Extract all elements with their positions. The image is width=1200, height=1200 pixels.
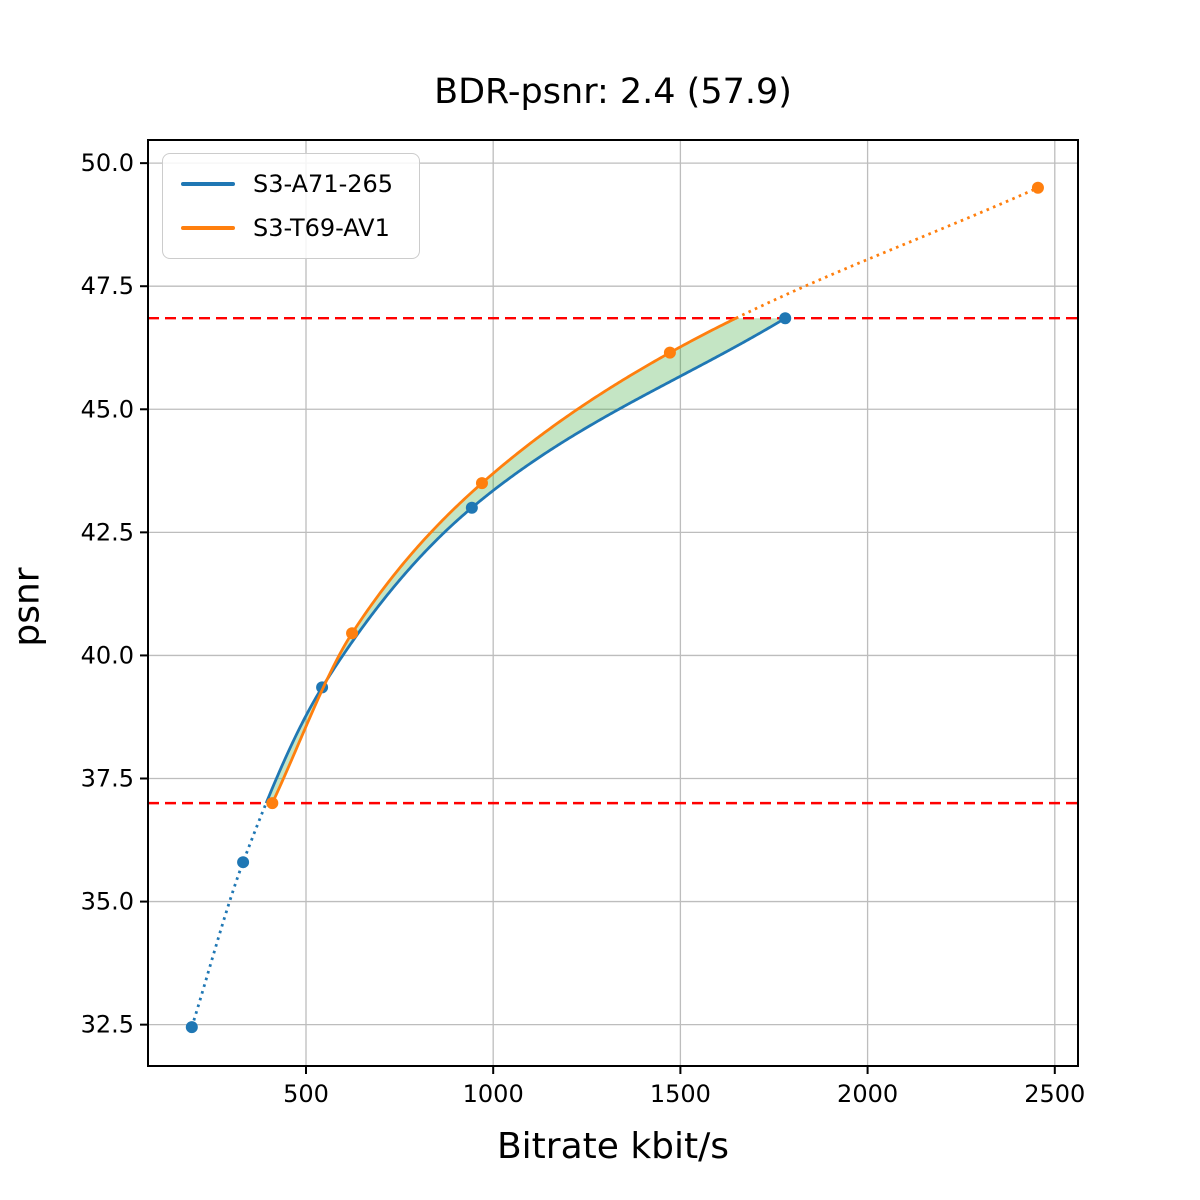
series-curve-solid — [264, 317, 786, 804]
legend-item-series-2: S3-T69-AV1 — [181, 214, 393, 242]
y-tick-label: 40.0 — [81, 641, 134, 669]
data-point-marker — [237, 856, 250, 869]
legend: S3-A71-265 S3-T69-AV1 — [162, 153, 421, 259]
series-curve-dotted — [735, 186, 1039, 320]
x-tick-label: 2500 — [1024, 1080, 1085, 1108]
data-point-marker — [779, 312, 792, 325]
data-point-marker — [185, 1021, 198, 1034]
legend-label: S3-T69-AV1 — [253, 214, 390, 242]
chart-title: BDR-psnr: 2.4 (57.9) — [434, 72, 792, 112]
data-point-marker — [475, 477, 488, 490]
series-curve-solid — [271, 316, 737, 804]
legend-item-series-1: S3-A71-265 — [181, 170, 393, 198]
legend-line-swatch-orange — [181, 226, 235, 230]
data-point-marker — [1031, 181, 1044, 194]
x-axis-label: Bitrate kbit/s — [496, 1126, 730, 1167]
legend-line-swatch-blue — [181, 182, 235, 186]
data-point-marker — [663, 346, 676, 359]
y-tick-label: 37.5 — [81, 765, 134, 793]
legend-label: S3-A71-265 — [253, 170, 394, 198]
bd-area-fill — [266, 318, 786, 804]
y-tick-label: 35.0 — [81, 888, 134, 916]
data-point-marker — [346, 627, 359, 640]
x-tick-label: 1000 — [463, 1080, 524, 1108]
y-tick-label: 50.0 — [81, 149, 134, 177]
y-tick-label: 42.5 — [81, 518, 134, 546]
y-tick-label: 45.0 — [81, 395, 134, 423]
x-tick-label: 2000 — [837, 1080, 898, 1108]
plot-border — [147, 139, 1079, 1067]
x-tick-label: 1500 — [650, 1080, 711, 1108]
data-point-marker — [266, 797, 279, 810]
y-tick-label: 47.5 — [81, 272, 134, 300]
y-tick-label: 32.5 — [81, 1011, 134, 1039]
series-curve-dotted — [190, 802, 268, 1028]
x-tick-label: 500 — [283, 1080, 329, 1108]
data-point-marker — [465, 501, 478, 514]
